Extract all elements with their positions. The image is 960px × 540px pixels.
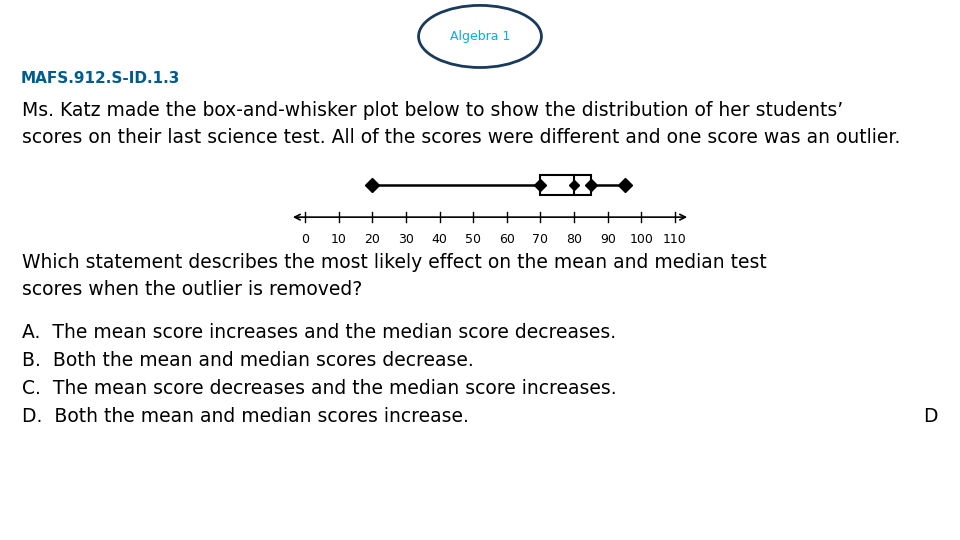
Text: MAFS.912.S-ID.1.3: MAFS.912.S-ID.1.3	[21, 71, 180, 86]
Text: 90: 90	[600, 233, 615, 246]
Text: B.  Both the mean and median scores decrease.: B. Both the mean and median scores decre…	[22, 350, 473, 369]
Text: 100: 100	[630, 233, 654, 246]
Text: scores when the outlier is removed?: scores when the outlier is removed?	[22, 280, 362, 299]
Ellipse shape	[419, 5, 541, 68]
Bar	[540, 175, 591, 195]
Text: Ms. Katz made the box-and-whisker plot below to show the distribution of her stu: Ms. Katz made the box-and-whisker plot b…	[22, 100, 843, 120]
Text: 80: 80	[566, 233, 582, 246]
Text: D: D	[924, 407, 938, 426]
Text: A.  The mean score increases and the median score decreases.: A. The mean score increases and the medi…	[22, 322, 616, 342]
Text: 40: 40	[432, 233, 447, 246]
Text: 10: 10	[330, 233, 347, 246]
Text: 60: 60	[499, 233, 515, 246]
Text: D.  Both the mean and median scores increase.: D. Both the mean and median scores incre…	[22, 407, 468, 426]
Text: 0: 0	[301, 233, 309, 246]
Text: 20: 20	[365, 233, 380, 246]
Text: Which statement describes the most likely effect on the mean and median test: Which statement describes the most likel…	[22, 253, 767, 272]
Text: C.  The mean score decreases and the median score increases.: C. The mean score decreases and the medi…	[22, 379, 616, 397]
Text: 30: 30	[398, 233, 414, 246]
Text: 110: 110	[663, 233, 686, 246]
Text: 50: 50	[466, 233, 481, 246]
Text: scores on their last science test. All of the scores were different and one scor: scores on their last science test. All o…	[22, 127, 900, 147]
Text: Algebra 1: Algebra 1	[450, 30, 510, 43]
Text: 70: 70	[533, 233, 548, 246]
